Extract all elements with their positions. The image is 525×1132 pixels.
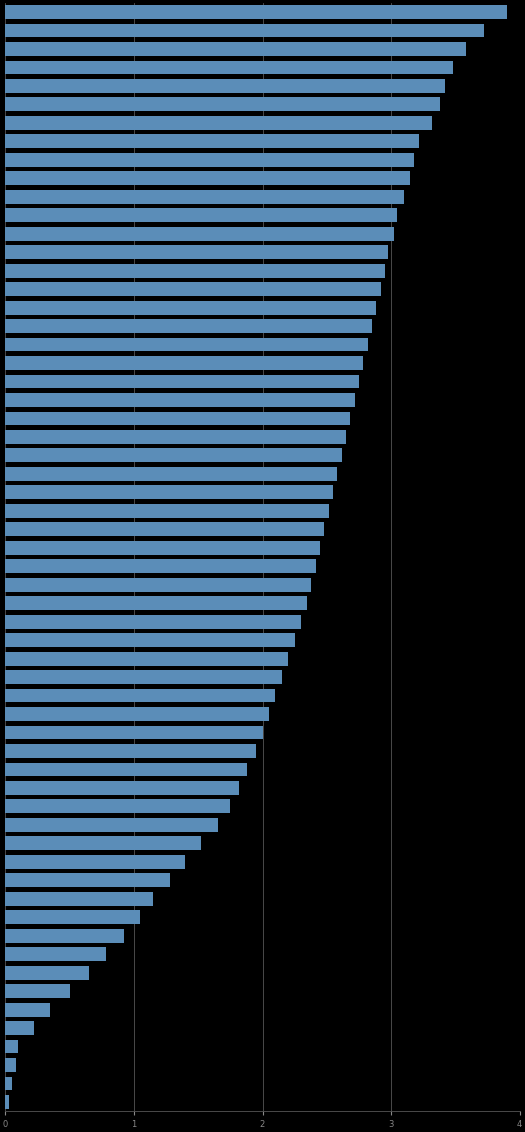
- Bar: [5, 115, 432, 130]
- Bar: [5, 375, 359, 388]
- Bar: [5, 1039, 18, 1054]
- Bar: [5, 135, 419, 148]
- Bar: [5, 97, 440, 111]
- Bar: [5, 24, 484, 37]
- Bar: [5, 282, 381, 297]
- Bar: [5, 892, 153, 906]
- Bar: [5, 171, 411, 186]
- Bar: [5, 597, 308, 610]
- Bar: [5, 1003, 50, 1017]
- Bar: [5, 818, 217, 832]
- Bar: [5, 947, 106, 961]
- Bar: [5, 984, 70, 998]
- Bar: [5, 744, 256, 758]
- Bar: [5, 522, 324, 537]
- Bar: [5, 577, 311, 592]
- Bar: [5, 393, 355, 406]
- Bar: [5, 1095, 9, 1109]
- Bar: [5, 874, 170, 887]
- Bar: [5, 966, 89, 979]
- Bar: [5, 688, 275, 703]
- Bar: [5, 246, 388, 259]
- Bar: [5, 42, 466, 55]
- Bar: [5, 799, 230, 813]
- Bar: [5, 559, 317, 573]
- Bar: [5, 153, 414, 166]
- Bar: [5, 208, 397, 222]
- Bar: [5, 79, 445, 93]
- Bar: [5, 466, 337, 481]
- Bar: [5, 928, 124, 943]
- Bar: [5, 337, 368, 351]
- Bar: [5, 226, 394, 241]
- Bar: [5, 781, 239, 795]
- Bar: [5, 708, 269, 721]
- Bar: [5, 412, 350, 426]
- Bar: [5, 726, 262, 739]
- Bar: [5, 190, 404, 204]
- Bar: [5, 60, 453, 75]
- Bar: [5, 319, 372, 333]
- Bar: [5, 652, 288, 666]
- Bar: [5, 5, 507, 19]
- Bar: [5, 430, 346, 444]
- Bar: [5, 264, 385, 277]
- Bar: [5, 1058, 16, 1072]
- Bar: [5, 633, 295, 648]
- Bar: [5, 1021, 34, 1035]
- Bar: [5, 855, 185, 868]
- Bar: [5, 357, 363, 370]
- Bar: [5, 486, 333, 499]
- Bar: [5, 763, 247, 777]
- Bar: [5, 1077, 12, 1090]
- Bar: [5, 541, 320, 555]
- Bar: [5, 837, 201, 850]
- Bar: [5, 910, 140, 924]
- Bar: [5, 670, 282, 684]
- Bar: [5, 448, 342, 462]
- Bar: [5, 301, 375, 315]
- Bar: [5, 504, 329, 517]
- Bar: [5, 615, 301, 628]
